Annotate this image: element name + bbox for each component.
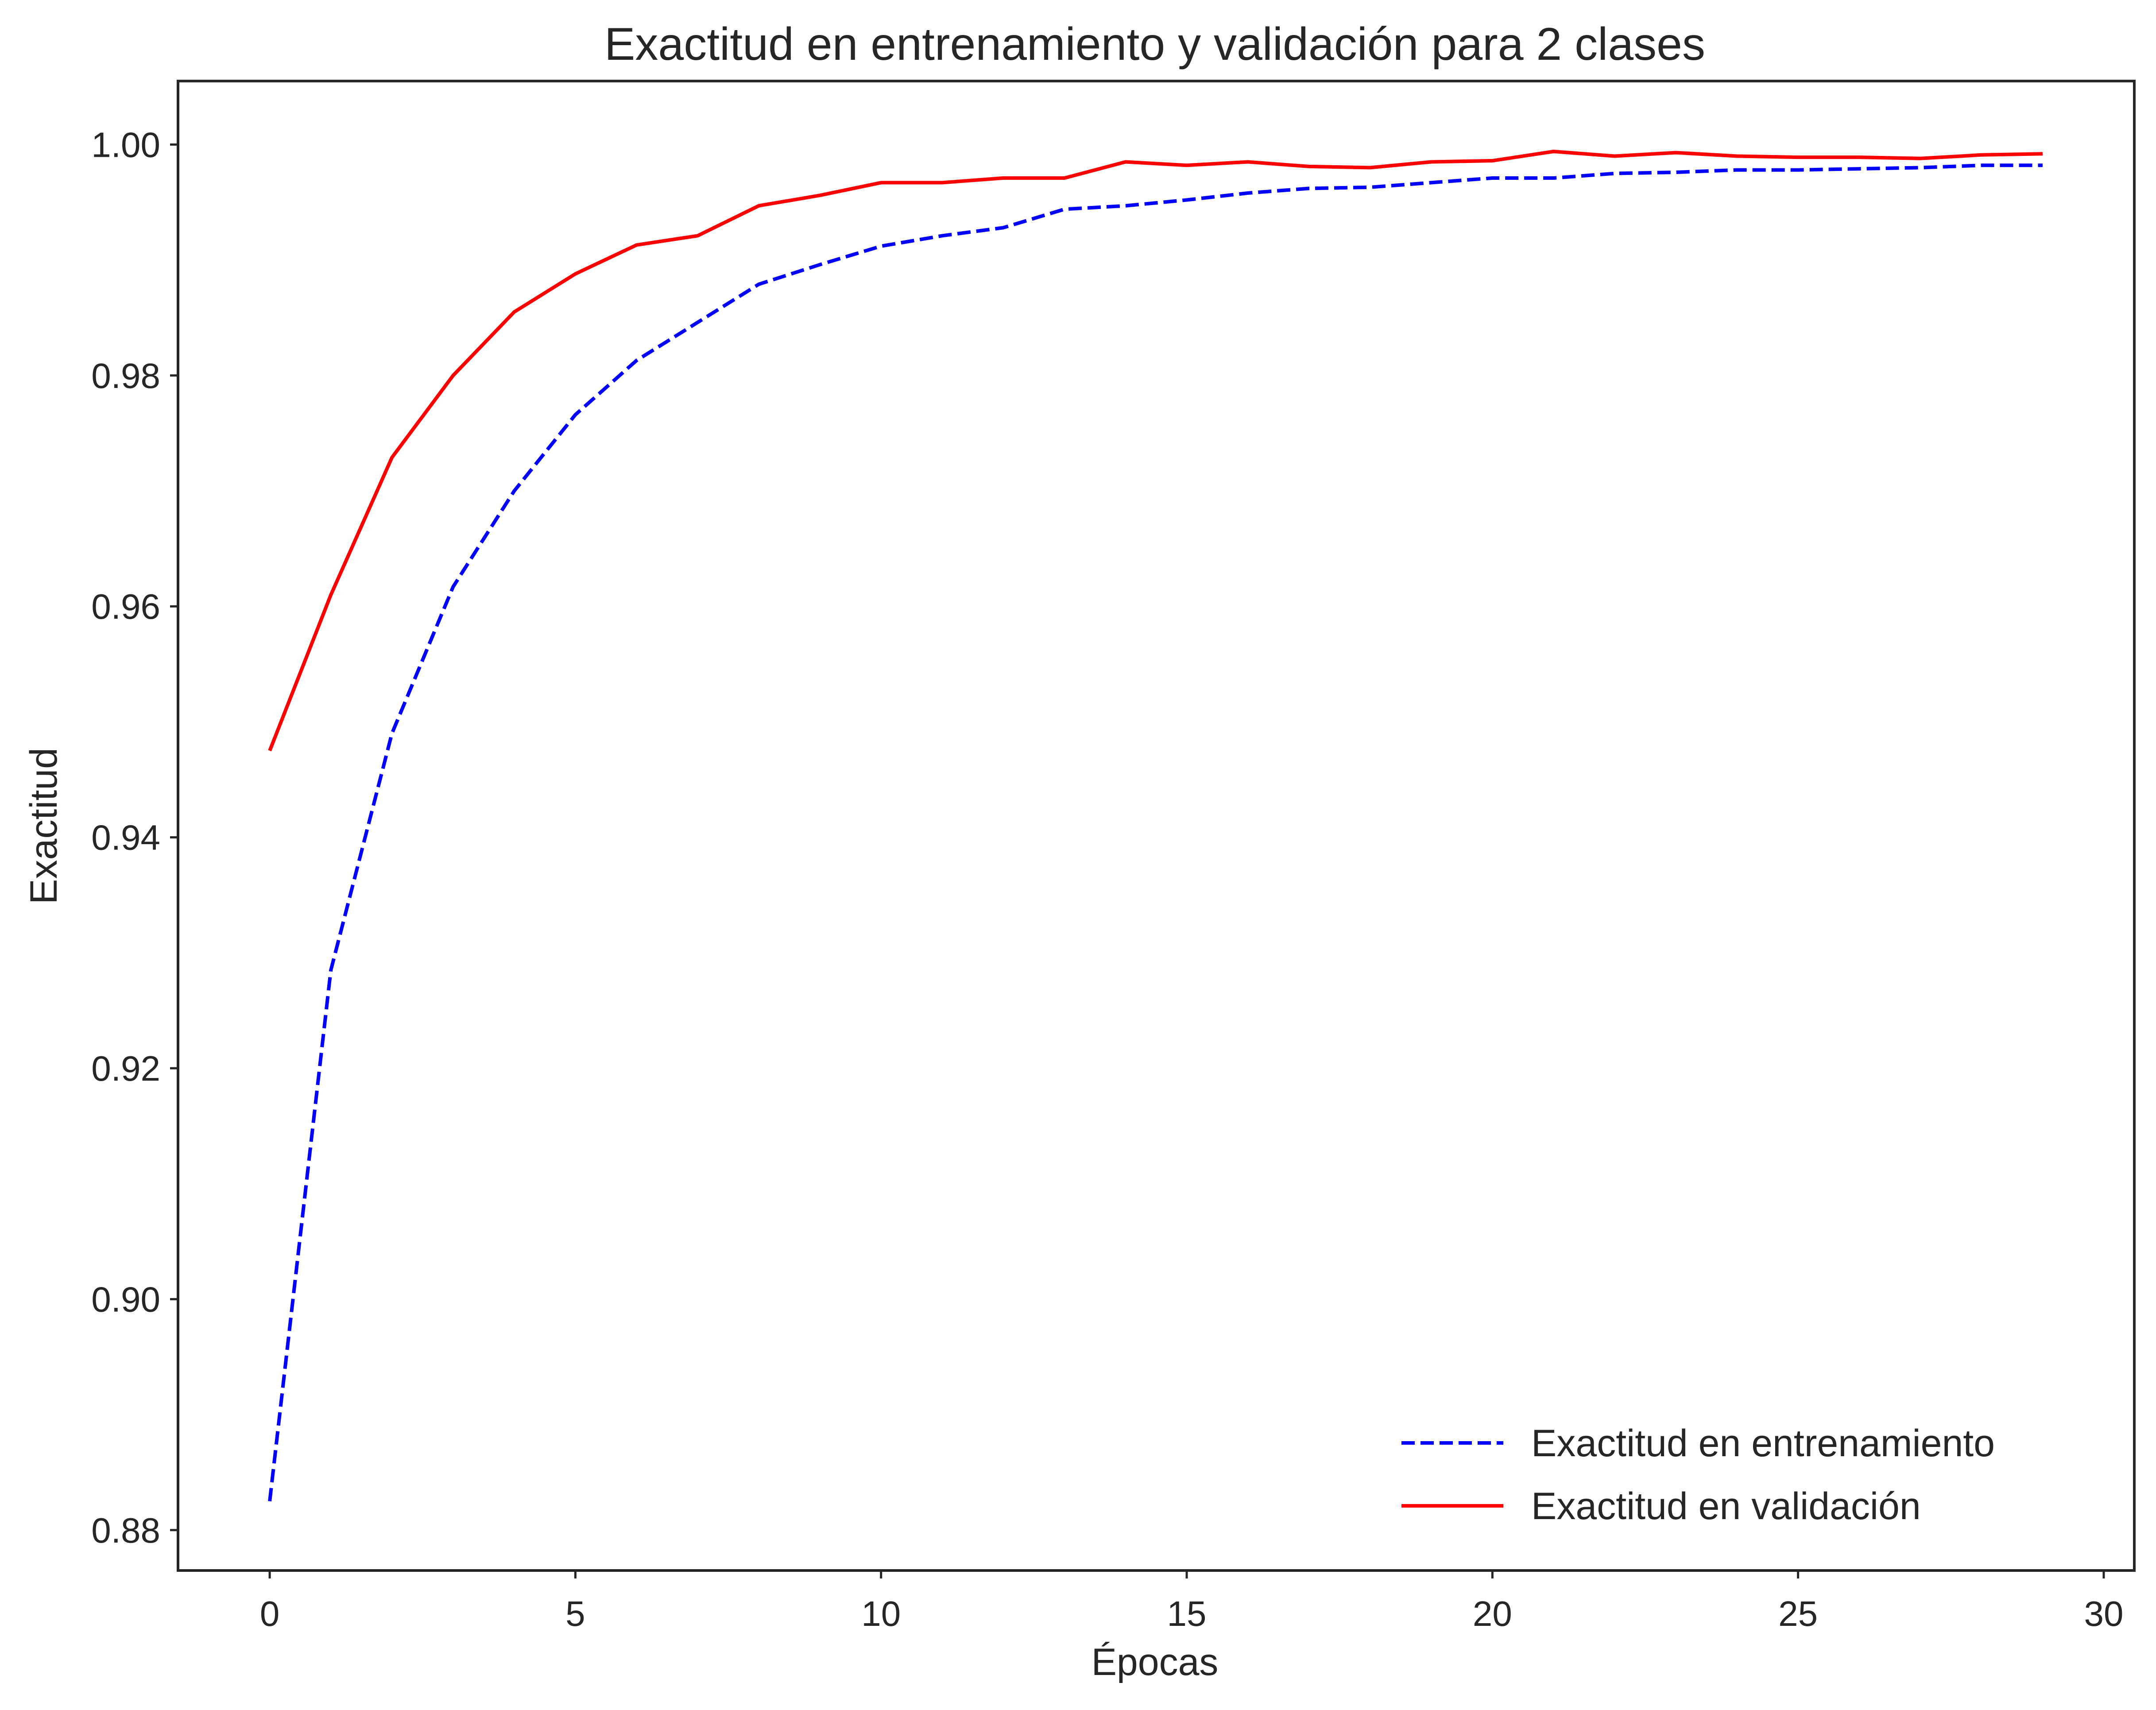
y-tick-label: 0.92 <box>91 1049 160 1088</box>
legend-label-validation: Exactitud en validación <box>1531 1485 1921 1528</box>
legend: Exactitud en entrenamiento Exactitud en … <box>1401 1422 1995 1528</box>
x-axis-ticks: 0 5 10 15 20 25 30 <box>260 1570 2123 1633</box>
y-axis-ticks: 0.88 0.90 0.92 0.94 0.96 0.98 1.00 <box>91 125 178 1550</box>
y-tick-label: 1.00 <box>91 125 160 164</box>
series-layer <box>268 150 2043 1502</box>
chart-title: Exactitud en entrenamiento y validación … <box>604 19 1705 70</box>
y-tick-label: 0.90 <box>91 1280 160 1319</box>
x-tick-label: 15 <box>1167 1594 1207 1633</box>
y-tick-label: 0.98 <box>91 356 160 396</box>
x-tick-label: 0 <box>260 1594 280 1633</box>
series-line-training <box>268 163 2043 1502</box>
plot-frame <box>177 80 2136 1572</box>
y-axis-label: Exactitud <box>23 748 65 904</box>
y-tick-label: 0.88 <box>91 1511 160 1550</box>
x-tick-label: 20 <box>1473 1594 1512 1633</box>
x-tick-label: 10 <box>861 1594 901 1633</box>
y-tick-label: 0.96 <box>91 587 160 626</box>
plot-area: 0 5 10 15 20 25 30 0.88 0.90 0.92 0.94 0.96 0.98 1.0… <box>91 80 2136 1633</box>
x-tick-label: 25 <box>1778 1594 1818 1633</box>
series-line-validation <box>268 150 2043 752</box>
x-axis-label: Épocas <box>1092 1641 1219 1683</box>
x-tick-label: 30 <box>2084 1594 2123 1633</box>
y-tick-label: 0.94 <box>91 818 160 857</box>
x-tick-label: 5 <box>565 1594 585 1633</box>
legend-label-training: Exactitud en entrenamiento <box>1531 1422 1995 1465</box>
